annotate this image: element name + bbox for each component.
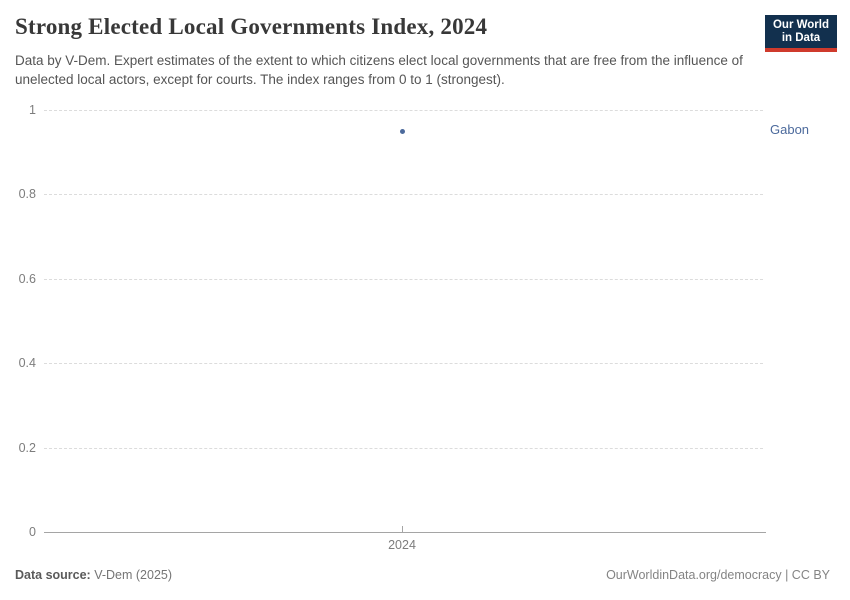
chart-subtitle: Data by V-Dem. Expert estimates of the e…	[15, 53, 743, 87]
footer-source: Data source: V-Dem (2025)	[15, 568, 172, 582]
chart-title: Strong Elected Local Governments Index, …	[15, 14, 488, 39]
gridline-y-0.6	[44, 278, 763, 280]
y-tick-label-0.4: 0.4	[18, 356, 36, 371]
gridline-y-0.4	[44, 363, 763, 365]
gridline-y-0.2	[44, 447, 763, 449]
y-tick-label-0.6: 0.6	[18, 271, 36, 286]
owid-logo: Our World in Data	[765, 15, 837, 52]
footer-source-value: V-Dem (2025)	[94, 568, 173, 582]
owid-logo-line2: in Data	[781, 32, 821, 44]
gridline-y-1	[44, 110, 763, 111]
y-tick-label-1: 1	[29, 103, 36, 117]
chart-footer: Data source: V-Dem (2025) OurWorldinData…	[15, 568, 830, 582]
entity-label: Gabon	[770, 122, 810, 138]
gridline-y-0.8	[44, 194, 763, 196]
y-tick-label-0.2: 0.2	[18, 440, 36, 455]
y-tick-label-0.8: 0.8	[18, 187, 36, 202]
owid-logo-line1: Our World	[772, 19, 829, 31]
x-axis-line	[44, 532, 766, 533]
x-tick-mark	[402, 526, 403, 532]
footer-rights: OurWorldinData.org/democracy | CC BY	[606, 568, 830, 582]
x-tick-label: 2024	[388, 538, 416, 552]
data-point-gabon	[400, 128, 405, 134]
y-tick-label-0: 0	[29, 525, 36, 539]
footer-source-label: Data source:	[15, 568, 91, 582]
